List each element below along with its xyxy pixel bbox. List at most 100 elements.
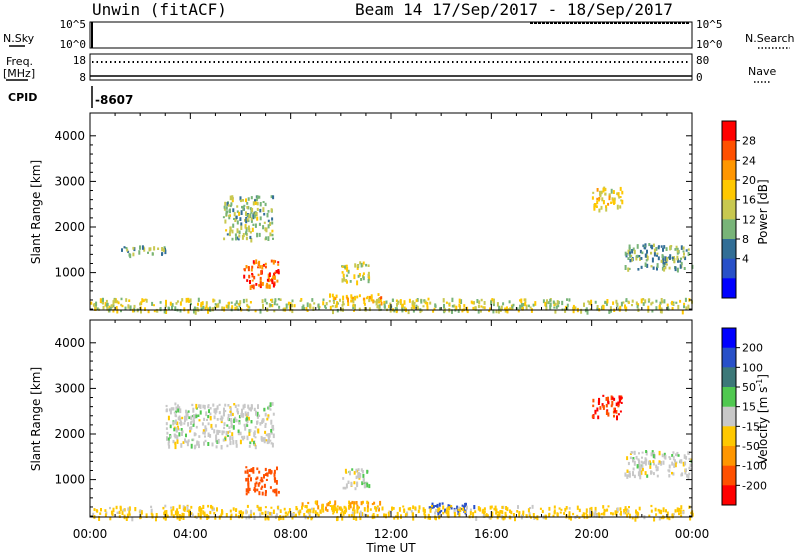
data-cell — [503, 516, 506, 520]
data-cell — [256, 216, 259, 221]
data-cell — [245, 227, 248, 232]
data-cell — [436, 503, 439, 508]
data-cell — [214, 424, 217, 428]
data-cell — [121, 510, 124, 515]
x-tick-label: 08:00 — [273, 527, 308, 541]
data-cell — [534, 516, 537, 519]
data-cell — [438, 507, 441, 511]
data-cell — [190, 303, 192, 306]
data-cell — [341, 304, 344, 307]
data-cell — [176, 300, 179, 303]
data-cell — [168, 307, 170, 310]
data-cell — [139, 516, 142, 520]
data-cell — [102, 305, 105, 310]
data-cell — [629, 453, 632, 455]
data-cell — [216, 440, 219, 444]
velocity-ylabel: Slant Range [km] — [29, 367, 43, 471]
data-cell — [252, 467, 255, 471]
data-cell — [553, 505, 556, 509]
data-cell — [314, 510, 317, 514]
data-cell — [682, 246, 685, 250]
data-cell — [235, 513, 238, 517]
data-cell — [126, 513, 129, 519]
data-cell — [600, 512, 603, 516]
data-cell — [284, 512, 287, 515]
data-cell — [225, 430, 228, 436]
data-cell — [279, 509, 282, 513]
data-cell — [371, 503, 374, 506]
data-cell — [636, 464, 639, 469]
data-cell — [230, 419, 233, 425]
data-cell — [671, 471, 673, 475]
data-cell — [672, 472, 675, 476]
data-cell — [256, 488, 259, 492]
data-cell — [248, 469, 251, 472]
data-cell — [167, 441, 170, 446]
data-cell — [493, 507, 496, 511]
data-cell — [233, 217, 235, 220]
data-cell — [208, 409, 210, 413]
power-ylabel: Slant Range [km] — [29, 160, 43, 264]
data-cell — [228, 231, 231, 237]
data-cell — [361, 470, 364, 474]
data-cell — [678, 507, 681, 512]
power-colorbar-tick-label: 12 — [742, 213, 756, 226]
data-cell — [480, 298, 483, 302]
velocity-colorbar-swatch — [722, 387, 736, 408]
data-cell — [633, 460, 636, 466]
data-cell — [363, 306, 366, 311]
data-cell — [199, 511, 202, 516]
data-cell — [616, 415, 618, 421]
data-cell — [399, 300, 402, 304]
data-cell — [606, 397, 609, 401]
data-cell — [629, 513, 631, 519]
data-cell — [171, 303, 174, 307]
data-cell — [259, 512, 262, 518]
data-cell — [671, 461, 674, 466]
data-cell — [316, 500, 319, 506]
data-cell — [490, 300, 493, 306]
data-cell — [252, 512, 255, 516]
data-cell — [619, 205, 622, 209]
data-cell — [127, 507, 130, 511]
data-cell — [185, 414, 188, 419]
data-cell — [272, 424, 275, 430]
data-cell — [674, 509, 677, 513]
data-cell — [270, 442, 273, 445]
data-cell — [662, 507, 665, 513]
data-cell — [177, 416, 180, 421]
data-cell — [459, 507, 462, 510]
data-cell — [690, 468, 692, 471]
data-cell — [381, 506, 384, 511]
data-cell — [271, 402, 274, 406]
data-cell — [188, 416, 191, 420]
data-cell — [260, 438, 263, 442]
data-cell — [367, 271, 370, 275]
data-cell — [431, 505, 433, 508]
data-cell — [172, 407, 175, 411]
data-cell — [150, 505, 153, 508]
data-cell — [246, 504, 249, 508]
data-cell — [239, 439, 242, 445]
data-cell — [356, 295, 359, 299]
data-cell — [451, 297, 454, 303]
data-cell — [308, 512, 311, 515]
data-cell — [585, 307, 588, 311]
data-cell — [247, 404, 250, 409]
data-cell — [226, 424, 229, 427]
data-cell — [657, 508, 660, 512]
data-cell — [672, 303, 675, 306]
data-cell — [624, 265, 627, 270]
data-cell — [189, 298, 192, 303]
data-cell — [123, 246, 126, 249]
power-colorbar-swatch — [722, 258, 736, 279]
data-cell — [660, 245, 663, 248]
velocity-colorbar-swatch — [722, 446, 736, 467]
data-cell — [372, 299, 375, 304]
data-cell — [198, 419, 201, 422]
data-cell — [254, 482, 257, 487]
data-cell — [626, 514, 629, 518]
data-cell — [254, 201, 257, 205]
data-cell — [197, 302, 199, 306]
data-cell — [332, 512, 335, 515]
